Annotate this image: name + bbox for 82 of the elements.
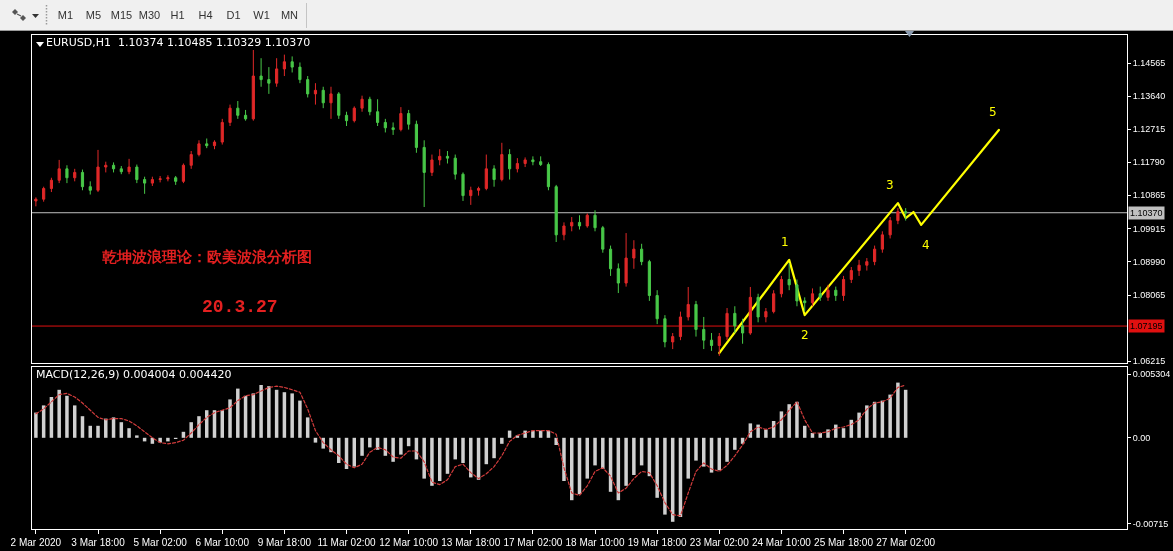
bar xyxy=(492,437,496,459)
bar xyxy=(857,412,861,438)
y-tick-label: 1.06215 xyxy=(1132,356,1166,367)
x-tick-label: 3 Mar 18:00 xyxy=(71,537,126,548)
x-tick-label: 5 Mar 02:00 xyxy=(133,537,188,548)
bar xyxy=(795,401,799,438)
bar xyxy=(329,437,333,453)
x-tick-label: 25 Mar 18:00 xyxy=(814,537,874,548)
y-tick-label: 0.00 xyxy=(1132,432,1151,443)
bar xyxy=(787,404,791,438)
bar xyxy=(104,418,108,438)
x-tick-label: 24 Mar 10:00 xyxy=(751,537,812,548)
timeframe-button[interactable]: M1 xyxy=(52,5,79,26)
bar xyxy=(96,425,100,438)
bar xyxy=(57,389,61,438)
bar xyxy=(360,437,364,456)
candlestick xyxy=(34,196,38,207)
timeframe-button[interactable]: W1 xyxy=(248,5,275,26)
x-tick-label: 11 Mar 02:00 xyxy=(317,537,377,548)
y-tick-label: -0.00715 xyxy=(1132,518,1169,529)
bar xyxy=(430,437,434,486)
bar xyxy=(337,437,341,463)
bar xyxy=(228,399,232,438)
bar xyxy=(593,437,597,466)
bar xyxy=(461,437,465,463)
bar xyxy=(189,422,193,438)
bar xyxy=(523,430,527,438)
bar xyxy=(624,437,628,486)
timeframe-button[interactable]: M30 xyxy=(136,5,163,26)
bar xyxy=(469,437,473,478)
timeframe-button[interactable]: MN xyxy=(276,5,303,26)
bar xyxy=(422,437,426,479)
x-tick-label: 6 Mar 10:00 xyxy=(195,537,250,548)
bar xyxy=(888,394,892,438)
chart-title: MACD(12,26,9) 0.004004 0.004420 xyxy=(36,367,232,381)
bar xyxy=(368,437,372,448)
bar xyxy=(694,437,698,461)
bar xyxy=(298,400,302,438)
bar xyxy=(733,437,737,450)
timeframe-button[interactable]: H1 xyxy=(164,5,191,26)
candlestick xyxy=(42,186,46,203)
x-tick-label: 19 Mar 18:00 xyxy=(627,537,688,548)
x-tick-label: 23 Mar 02:00 xyxy=(689,537,750,548)
line-series xyxy=(35,384,907,517)
bar xyxy=(135,435,139,438)
y-tick-label: 0.005304 xyxy=(1132,369,1171,380)
timeframe-button[interactable]: M15 xyxy=(108,5,135,26)
x-tick-label: 12 Mar 10:00 xyxy=(379,537,439,548)
bar xyxy=(399,437,403,455)
timeframe-button[interactable]: D1 xyxy=(220,5,247,26)
bar xyxy=(702,437,706,467)
bar xyxy=(500,437,504,444)
bar xyxy=(290,393,294,438)
timeframe-button[interactable]: M5 xyxy=(80,5,107,26)
bar xyxy=(764,429,768,438)
bar xyxy=(725,437,729,462)
bar xyxy=(197,416,201,438)
x-tick-label: 2 Mar 2020 xyxy=(10,537,62,548)
bar xyxy=(896,382,900,438)
x-tick-label: 13 Mar 18:00 xyxy=(441,537,501,548)
bar xyxy=(166,437,170,442)
bar xyxy=(865,405,869,438)
bar xyxy=(65,395,69,438)
x-tick-label: 17 Mar 02:00 xyxy=(503,537,563,548)
bar xyxy=(663,437,667,515)
bar xyxy=(655,437,659,498)
bar xyxy=(562,437,566,481)
x-tick-label: 18 Mar 10:00 xyxy=(565,537,625,548)
bar xyxy=(601,437,605,469)
bar xyxy=(632,437,636,475)
x-tick-label: 9 Mar 18:00 xyxy=(257,537,312,548)
bar xyxy=(127,428,131,438)
bar xyxy=(531,430,535,438)
bar xyxy=(756,424,760,438)
bar xyxy=(267,386,271,438)
x-tick-label: 27 Mar 02:00 xyxy=(876,537,936,548)
bar xyxy=(391,437,395,462)
bar xyxy=(236,388,240,438)
timeframe-button[interactable]: H4 xyxy=(192,5,219,26)
bar xyxy=(686,437,690,479)
bar xyxy=(34,412,38,438)
bar xyxy=(259,385,263,438)
